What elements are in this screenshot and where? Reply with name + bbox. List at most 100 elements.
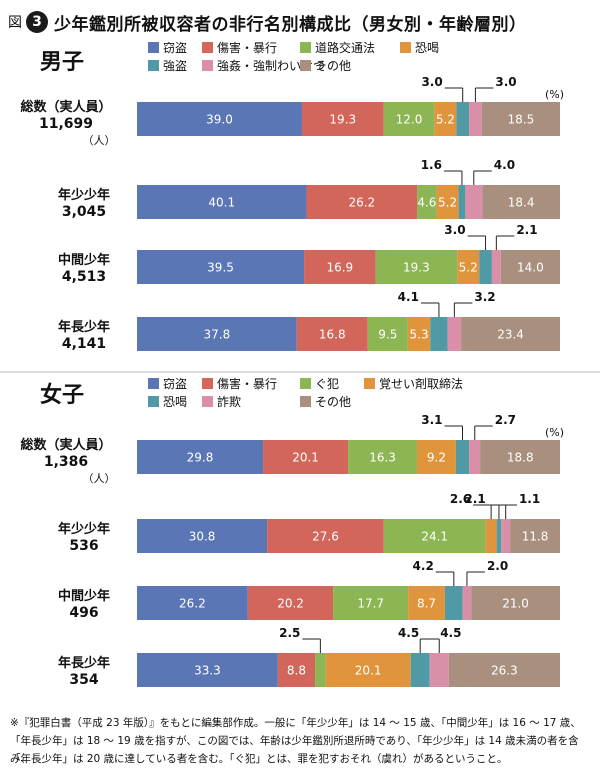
bar-segment-1-2-2 (333, 586, 409, 620)
legend-label-1-5: 詐欺 (217, 394, 241, 409)
legend-swatch-0-4 (148, 60, 159, 71)
bar-segment-1-1-1 (267, 519, 384, 553)
data-label-1-3-0: 33.3 (194, 664, 221, 678)
legend-swatch-1-1 (202, 378, 213, 389)
legend-label-0-4: 強盗 (163, 58, 187, 73)
bar-segment-0-0-6 (481, 102, 560, 136)
legend-swatch-1-4 (148, 396, 159, 407)
legend-swatch-0-3 (400, 42, 411, 53)
bar-segment-1-1-5 (501, 519, 511, 553)
row-label-1-2: 中間少年 (58, 588, 110, 604)
callout-label-1-2-4: 4.2 (413, 559, 434, 573)
data-label-0-1-1: 26.2 (348, 196, 375, 210)
bar-segment-1-2-4 (444, 586, 463, 620)
panel-title-1: 女子 (40, 382, 84, 408)
data-label-0-0-1: 19.3 (329, 113, 356, 127)
legend-swatch-0-2 (300, 42, 311, 53)
row-label-1-0: 総数（実人員） (20, 437, 111, 453)
data-label-0-1-2: 4.6 (417, 196, 436, 210)
bar-segment-1-1-4 (496, 519, 502, 553)
bar-segment-0-2-1 (304, 250, 376, 284)
callout-label-0-0-4: 3.0 (421, 75, 442, 89)
callout-label-1-0-4: 3.1 (421, 413, 442, 427)
row-count-1-3: 354 (69, 672, 98, 688)
row-count-0-3: 4,141 (62, 336, 106, 352)
bar-segment-0-2-4 (479, 250, 492, 284)
legend-label-0-5: 強姦・強制わいせつ (217, 58, 325, 73)
legend-label-1-2: ぐ犯 (315, 377, 339, 391)
callout-label-1-0-5: 2.7 (495, 413, 516, 427)
bar-segment-0-3-4 (430, 317, 448, 351)
row-label-0-3: 年長少年 (58, 319, 110, 335)
bar-segment-0-0-0 (137, 102, 302, 136)
bar-segment-0-3-0 (137, 317, 297, 351)
data-label-0-0-6: 18.5 (508, 113, 535, 127)
callout-label-0-1-5: 4.0 (494, 158, 515, 172)
figure-title: 少年鑑別所被収容者の非行名別構成比（男女別・年齢層別） (54, 14, 527, 35)
legend-swatch-0-0 (148, 42, 159, 53)
bar-segment-1-3-0 (137, 653, 278, 687)
callout-label-0-2-4: 3.0 (444, 223, 465, 237)
legend-label-0-2: 道路交通法 (315, 40, 375, 55)
callout-label-1-3-4: 4.5 (440, 626, 461, 640)
legend-label-0-0: 窃盗 (163, 40, 187, 55)
data-label-0-3-2: 9.5 (378, 328, 397, 342)
legend-swatch-1-6 (300, 396, 311, 407)
callout-label-0-2-5: 2.1 (516, 223, 537, 237)
data-label-1-2-3: 8.7 (417, 597, 436, 611)
data-label-0-2-1: 16.9 (326, 261, 353, 275)
data-label-0-2-0: 39.5 (207, 261, 234, 275)
footnote-line-2: 「年長少年」は 18 ～ 19 歳を指すが、この図では、年齢は少年鑑別所退所時で… (10, 735, 579, 765)
bar-segment-0-1-2 (417, 185, 437, 219)
data-label-1-0-6: 18.8 (507, 451, 534, 465)
bar-segment-1-2-3 (408, 586, 445, 620)
data-label-1-2-1: 20.2 (277, 597, 304, 611)
callout-label-1-2-5: 2.0 (487, 559, 508, 573)
data-label-1-0-2: 16.3 (369, 451, 396, 465)
bar-segment-1-3-2 (315, 653, 326, 687)
bar-segment-1-0-4 (455, 440, 470, 474)
footnote-line-1: ※『犯罪白書（平成 23 年版）』をもとに編集部作成。一般に「年少少年」は 14… (10, 717, 581, 729)
row-count-1-2: 496 (69, 605, 98, 621)
bar-segment-0-2-5 (491, 250, 501, 284)
data-label-0-3-0: 37.8 (204, 328, 231, 342)
data-label-1-0-0: 29.8 (187, 451, 214, 465)
callout-label-0-1-4: 1.6 (421, 158, 442, 172)
row-unit-1-0: （人） (83, 472, 116, 485)
data-label-1-2-6: 21.0 (502, 597, 529, 611)
legend-swatch-1-2 (300, 378, 311, 389)
data-label-1-1-0: 30.8 (189, 530, 216, 544)
bar-segment-0-3-2 (367, 317, 408, 351)
legend-label-1-0: 窃盗 (163, 376, 187, 391)
callout-label-1-1-5: 2.1 (464, 492, 485, 506)
data-label-0-2-3: 5.2 (459, 261, 478, 275)
legend-swatch-1-3 (364, 378, 375, 389)
bar-segment-0-3-5 (447, 317, 462, 351)
bar-segment-0-1-0 (137, 185, 307, 219)
data-label-0-0-0: 39.0 (206, 113, 233, 127)
callout-label-1-1-4: 1.1 (519, 492, 540, 506)
bar-segment-1-1-6 (510, 519, 560, 553)
bar-segment-1-0-3 (417, 440, 456, 474)
bar-segment-0-1-5 (465, 185, 483, 219)
legend-label-1-6: その他 (315, 395, 351, 409)
legend-swatch-0-1 (202, 42, 213, 53)
data-label-0-3-3: 5.3 (410, 328, 429, 342)
bar-segment-0-1-6 (482, 185, 560, 219)
row-count-1-1: 536 (69, 538, 98, 554)
data-label-1-2-2: 17.7 (357, 597, 384, 611)
callout-label-0-3-4: 4.1 (398, 290, 419, 304)
bar-segment-0-2-2 (375, 250, 458, 284)
data-label-0-3-6: 23.4 (497, 328, 524, 342)
data-label-1-1-6: 11.8 (522, 530, 549, 544)
bar-segment-0-3-3 (407, 317, 431, 351)
callout-label-1-3-2: 2.5 (279, 626, 300, 640)
bar-segment-0-1-1 (306, 185, 418, 219)
legend-label-0-1: 傷害・暴行 (217, 40, 277, 55)
row-label-0-2: 中間少年 (58, 252, 110, 268)
row-count-1-0: 1,386 (44, 454, 88, 470)
legend-swatch-0-5 (202, 60, 213, 71)
footnote-line-3: 「年長少年」は 20 歳に達している者を含む。「ぐ犯」とは、罪を犯すおそれ（虞れ… (10, 753, 508, 765)
panel-title-0: 男子 (40, 50, 84, 75)
bar-segment-1-3-4 (410, 653, 430, 687)
